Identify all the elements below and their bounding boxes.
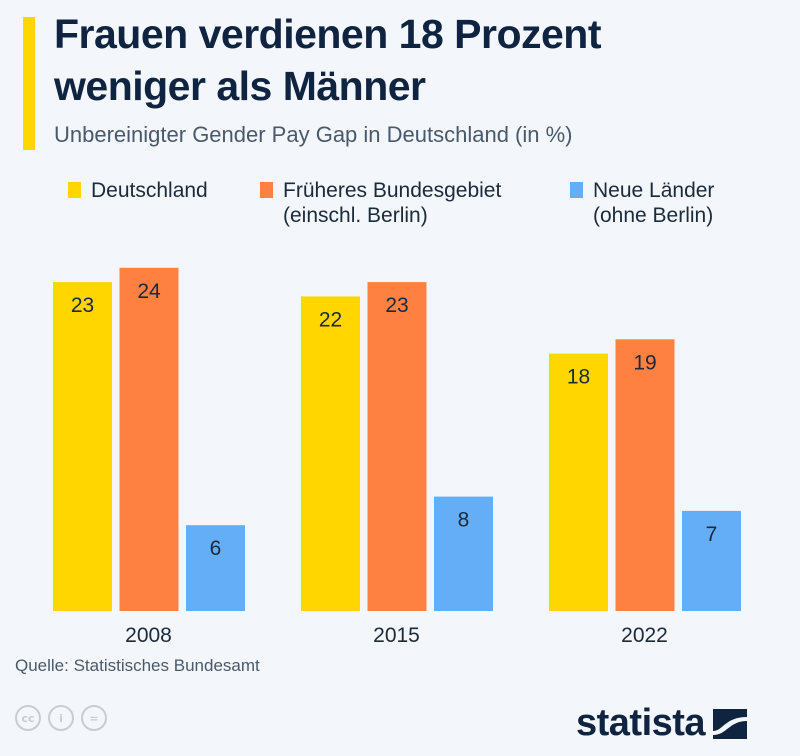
legend-item-neue-laender: Neue Länder (ohne Berlin) — [570, 178, 714, 228]
source-note: Quelle: Statistisches Bundesamt — [15, 656, 260, 675]
legend-swatch — [260, 182, 273, 198]
legend-item-frueheres-bundesgebiet: Früheres Bundesgebiet (einschl. Berlin) — [260, 178, 501, 228]
legend-swatch — [68, 182, 81, 198]
license-icons: cc i = — [15, 705, 107, 731]
data-label: 22 — [319, 308, 342, 331]
bar-2008-series-2 — [186, 525, 245, 611]
data-label: 8 — [458, 509, 470, 532]
legend-label: Neue Länder (ohne Berlin) — [593, 179, 715, 227]
cc-icon[interactable]: cc — [15, 705, 41, 731]
statista-logo[interactable]: statista — [576, 702, 748, 745]
logo-text: statista — [576, 702, 706, 744]
title-line-1: Frauen verdienen 18 Prozent — [54, 11, 602, 57]
legend-item-deutschland: Deutschland — [68, 178, 208, 203]
data-label: 18 — [567, 366, 590, 389]
x-tick-label: 2015 — [373, 624, 420, 647]
data-label: 7 — [706, 523, 718, 546]
chart-title: Frauen verdienen 18 Prozent weniger als … — [54, 8, 602, 112]
data-label: 24 — [137, 280, 161, 303]
bar-2008-series-1 — [119, 267, 179, 611]
bar-2008-series-0 — [53, 282, 112, 611]
bar-2022-series-2 — [682, 510, 741, 611]
data-label: 23 — [71, 294, 94, 317]
nd-icon[interactable]: = — [81, 705, 107, 731]
bar-2022-series-0 — [549, 353, 608, 611]
statista-logo-icon — [713, 708, 748, 739]
bar-2015-series-2 — [434, 496, 493, 611]
bar-2022-series-1 — [615, 339, 675, 611]
x-tick-label: 2022 — [621, 624, 668, 647]
legend-label: Früheres Bundesgebiet (einschl. Berlin) — [283, 179, 502, 227]
title-line-2: weniger als Männer — [54, 63, 426, 109]
bar-2015-series-1 — [367, 282, 427, 611]
by-icon[interactable]: i — [48, 705, 74, 731]
data-label: 19 — [633, 351, 656, 374]
x-tick-label: 2008 — [125, 624, 172, 647]
chart-subtitle: Unbereinigter Gender Pay Gap in Deutschl… — [54, 122, 573, 147]
accent-bar — [23, 17, 35, 150]
bar-2015-series-0 — [301, 296, 360, 611]
data-label: 23 — [385, 294, 408, 317]
legend-swatch — [570, 182, 583, 198]
data-label: 6 — [210, 537, 222, 560]
legend-label: Deutschland — [91, 179, 208, 202]
legend: Deutschland Früheres Bundesgebiet (einsc… — [0, 178, 800, 238]
